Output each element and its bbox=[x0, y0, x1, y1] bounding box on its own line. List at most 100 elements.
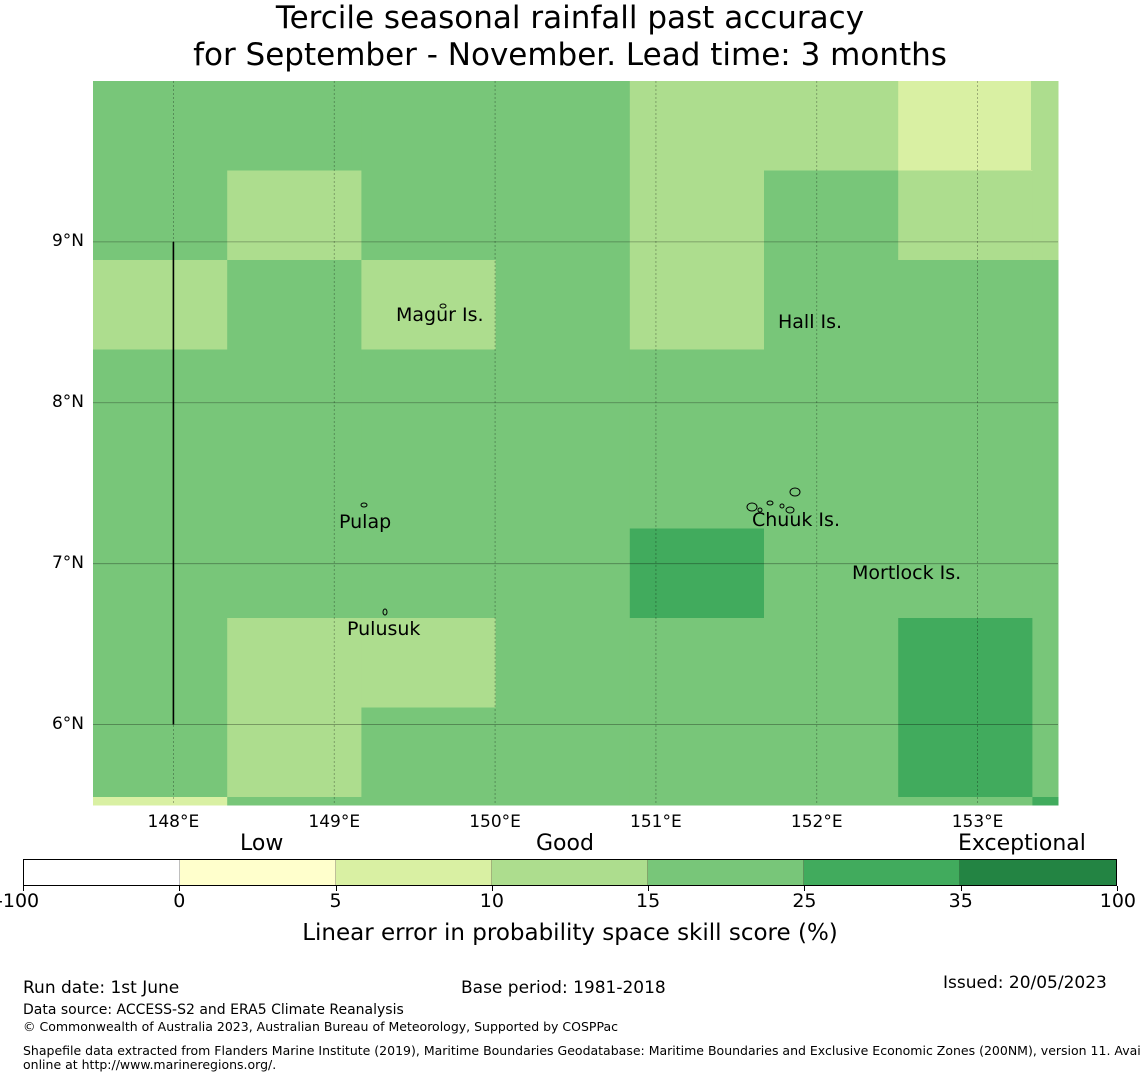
title-line-2: for September - November. Lead time: 3 m… bbox=[193, 37, 947, 73]
place-label: Pulusuk bbox=[347, 618, 421, 640]
shapefile-credit-line-1: Shapefile data extracted from Flanders M… bbox=[23, 1043, 1140, 1058]
colorbar-segment bbox=[180, 860, 336, 885]
skill-cell bbox=[93, 439, 228, 529]
skill-grid-cells bbox=[93, 81, 1059, 806]
skill-cell bbox=[764, 618, 899, 708]
skill-cell bbox=[1032, 170, 1059, 261]
place-label: Mortlock Is. bbox=[852, 562, 962, 584]
skill-cell bbox=[764, 707, 899, 798]
skill-cell bbox=[227, 349, 362, 440]
island-outline bbox=[757, 507, 763, 513]
skill-cell bbox=[1032, 707, 1059, 798]
skill-cell bbox=[227, 81, 362, 171]
skill-cell bbox=[361, 81, 497, 171]
skill-cell bbox=[93, 349, 228, 440]
skill-cell bbox=[227, 439, 362, 529]
skill-cell bbox=[227, 618, 362, 708]
skill-cell bbox=[495, 260, 631, 350]
skill-cell bbox=[93, 707, 228, 798]
skill-cell bbox=[898, 170, 1033, 261]
skill-cell bbox=[361, 707, 497, 798]
skill-cell bbox=[764, 349, 899, 440]
skill-cell bbox=[629, 81, 765, 171]
skill-cell bbox=[495, 618, 631, 708]
longitude-label: 153°E bbox=[951, 812, 1004, 832]
skill-cell bbox=[93, 170, 228, 261]
colorbar-label: Linear error in probability space skill … bbox=[302, 920, 838, 946]
skill-cell bbox=[495, 81, 631, 171]
skill-cell bbox=[495, 797, 631, 806]
skill-cell bbox=[361, 260, 497, 350]
skill-cell bbox=[361, 528, 497, 619]
shapefile-credit-line-2: online at http://www.marineregions.org/. bbox=[23, 1057, 277, 1072]
latitude-label: 6°N bbox=[51, 713, 84, 734]
base-period: Base period: 1981-2018 bbox=[461, 978, 666, 998]
skill-cell bbox=[764, 797, 899, 806]
colorbar-tick-mark bbox=[648, 886, 650, 891]
colorbar-tick-mark bbox=[23, 886, 24, 891]
skill-cell bbox=[629, 349, 765, 440]
skill-cell bbox=[93, 797, 228, 806]
island-outline bbox=[746, 502, 758, 512]
skill-cell bbox=[1032, 528, 1059, 619]
latitude-label: 9°N bbox=[51, 230, 84, 251]
skill-cell bbox=[93, 81, 228, 171]
latitude-label: 8°N bbox=[51, 391, 84, 412]
colorbar-tick-label: -100 bbox=[0, 890, 40, 912]
skill-cell bbox=[361, 439, 497, 529]
skill-cell bbox=[1032, 260, 1059, 350]
skill-cell bbox=[495, 439, 631, 529]
skill-cell bbox=[1032, 349, 1059, 440]
skill-cell bbox=[495, 528, 631, 619]
place-label: Magur Is. bbox=[396, 304, 484, 326]
skill-cell bbox=[93, 618, 228, 708]
colorbar-tick-mark bbox=[491, 886, 493, 891]
colorbar-tick-label: 15 bbox=[636, 890, 661, 912]
skill-cell bbox=[629, 528, 765, 619]
skill-cell bbox=[629, 618, 765, 708]
skill-cell bbox=[764, 528, 899, 619]
colorbar-category-low: Low bbox=[240, 831, 284, 856]
skill-cell bbox=[898, 439, 1033, 529]
colorbar-segment bbox=[492, 860, 648, 885]
skill-cell bbox=[227, 170, 362, 261]
skill-cell bbox=[898, 797, 1033, 806]
place-label: Pulap bbox=[339, 511, 392, 533]
colorbar-tick-label: 25 bbox=[792, 890, 817, 912]
colorbar bbox=[23, 859, 1117, 886]
longitude-label: 148°E bbox=[147, 812, 200, 832]
skill-cell bbox=[629, 797, 765, 806]
colorbar-tick-label: 35 bbox=[948, 890, 973, 912]
skill-cell bbox=[764, 170, 899, 261]
skill-cell bbox=[898, 81, 1033, 171]
colorbar-category-good: Good bbox=[536, 831, 594, 856]
data-source: Data source: ACCESS-S2 and ERA5 Climate … bbox=[23, 1002, 404, 1018]
map-title: Tercile seasonal rainfall past accuracy … bbox=[0, 0, 1140, 74]
skill-cell bbox=[629, 439, 765, 529]
skill-cell bbox=[227, 528, 362, 619]
colorbar-category-exceptional: Exceptional bbox=[958, 831, 1086, 856]
skill-cell bbox=[495, 707, 631, 798]
skill-cell bbox=[227, 707, 362, 798]
colorbar-segment bbox=[336, 860, 492, 885]
skill-cell bbox=[629, 170, 765, 261]
skill-cell bbox=[629, 260, 765, 350]
skill-cell bbox=[898, 349, 1033, 440]
skill-cell bbox=[361, 170, 497, 261]
colorbar-tick-label: 10 bbox=[479, 890, 504, 912]
skill-cell bbox=[495, 170, 631, 261]
colorbar-tick-mark bbox=[335, 886, 337, 891]
island-outline bbox=[779, 503, 785, 509]
longitude-label: 150°E bbox=[469, 812, 521, 832]
colorbar-segment bbox=[960, 860, 1116, 885]
skill-cell bbox=[1032, 439, 1059, 529]
title-line-1: Tercile seasonal rainfall past accuracy bbox=[275, 0, 865, 36]
island-outline bbox=[360, 502, 368, 508]
skill-cell bbox=[898, 618, 1033, 708]
skill-cell bbox=[227, 260, 362, 350]
skill-map bbox=[93, 81, 1059, 806]
island-outline bbox=[789, 487, 801, 497]
latitude-label: 7°N bbox=[51, 552, 84, 573]
skill-cell bbox=[898, 528, 1033, 619]
island-outline bbox=[382, 608, 388, 616]
